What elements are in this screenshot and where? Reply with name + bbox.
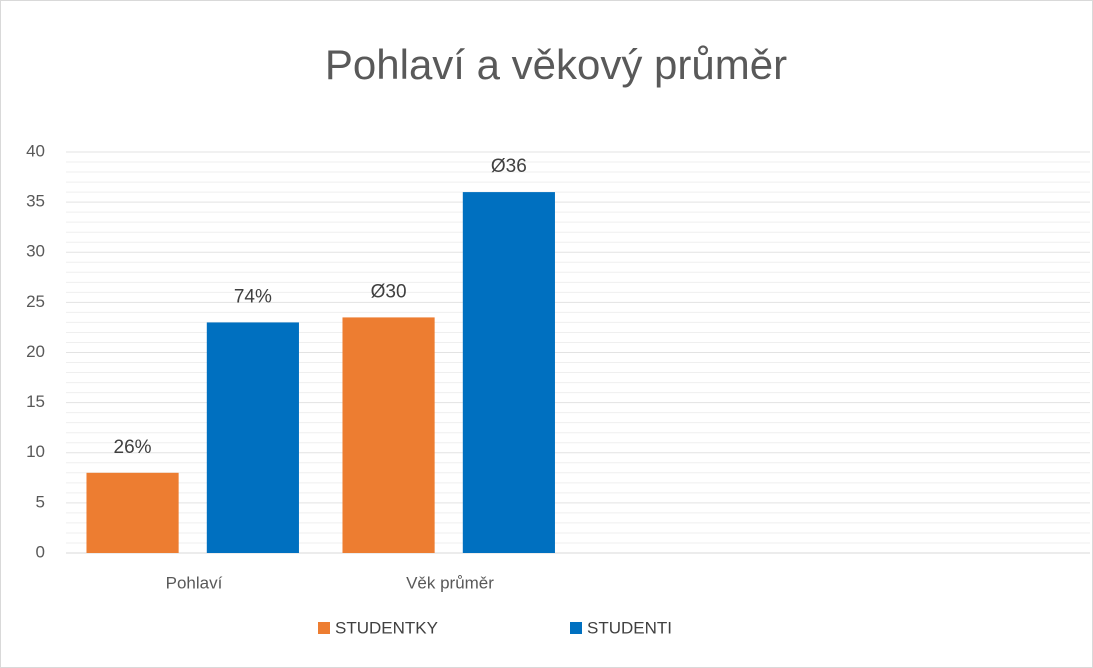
- y-tick-label: 40: [26, 141, 45, 160]
- y-tick-label: 20: [26, 342, 45, 361]
- bar-annotation: Ø30: [371, 281, 407, 302]
- legend-label: STUDENTKY: [335, 618, 438, 637]
- bar: [462, 192, 555, 553]
- legend-swatch: [318, 622, 330, 634]
- bar-annotation: 74%: [234, 286, 272, 307]
- y-tick-label: 25: [26, 292, 45, 311]
- y-tick-label: 10: [26, 442, 45, 461]
- y-tick-label: 35: [26, 192, 45, 211]
- y-tick-label: 5: [36, 492, 45, 511]
- x-tick-label: Věk průměr: [406, 573, 494, 592]
- x-tick-label: Pohlaví: [166, 573, 223, 592]
- y-tick-label: 30: [26, 242, 45, 261]
- legend-swatch: [570, 622, 582, 634]
- bar: [342, 317, 435, 553]
- bar-annotation: 26%: [114, 437, 152, 458]
- y-tick-label: 0: [36, 542, 45, 561]
- bar-annotation: Ø36: [491, 156, 527, 177]
- bar: [86, 472, 179, 553]
- chart-title: Pohlaví a věkový průměr: [325, 41, 787, 88]
- legend-label: STUDENTI: [587, 618, 672, 637]
- bar: [206, 322, 299, 553]
- y-tick-label: 15: [26, 392, 45, 411]
